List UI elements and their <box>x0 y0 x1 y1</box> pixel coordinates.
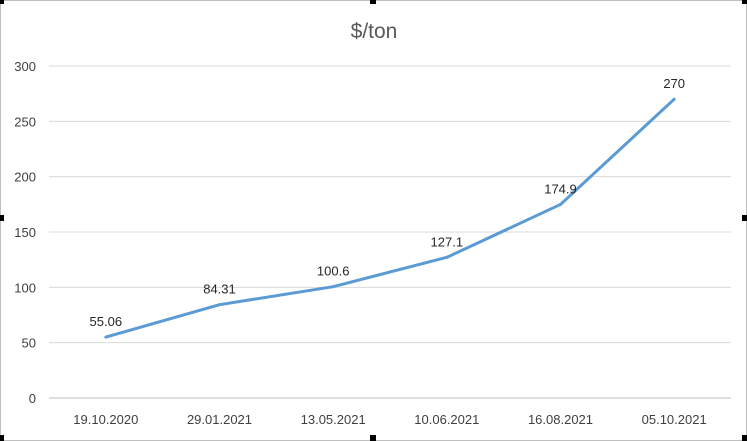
data-label: 55.06 <box>90 314 123 329</box>
chart-title: $/ton <box>351 20 398 43</box>
resize-handle-top-left[interactable] <box>0 0 4 4</box>
data-label: 100.6 <box>317 264 350 279</box>
series-line <box>105 98 676 339</box>
x-tick-label: 29.01.2021 <box>187 412 252 427</box>
resize-handle-top-middle[interactable] <box>370 0 376 4</box>
x-tick-label: 05.10.2021 <box>642 412 707 427</box>
resize-handle-middle-right[interactable] <box>742 215 747 221</box>
y-tick-label: 250 <box>14 114 36 129</box>
resize-handle-bottom-right[interactable] <box>742 435 747 441</box>
data-point <box>672 97 676 101</box>
data-point <box>445 255 449 259</box>
x-tick-label: 19.10.2020 <box>73 412 138 427</box>
data-point <box>218 303 221 307</box>
x-tick-label: 16.08.2021 <box>528 412 593 427</box>
data-point <box>104 335 108 339</box>
y-tick-label: 200 <box>14 170 36 185</box>
y-tick-label: 0 <box>29 391 36 406</box>
y-tick-label: 150 <box>14 225 36 240</box>
data-point <box>331 285 335 289</box>
resize-handle-middle-left[interactable] <box>0 215 4 221</box>
x-tick-label: 13.05.2021 <box>301 412 366 427</box>
resize-handle-bottom-left[interactable] <box>0 435 4 441</box>
resize-handle-top-right[interactable] <box>742 0 747 4</box>
data-label: 127.1 <box>431 234 464 249</box>
y-tick-label: 50 <box>22 336 36 351</box>
data-point <box>559 202 562 206</box>
data-label: 84.31 <box>203 282 236 297</box>
resize-handle-bottom-middle[interactable] <box>370 435 376 441</box>
y-tick-label: 300 <box>14 59 36 74</box>
y-tick-label: 100 <box>14 280 36 295</box>
x-tick-label: 10.06.2021 <box>414 412 479 427</box>
data-label: 174.9 <box>544 181 577 196</box>
data-label: 270 <box>663 76 685 91</box>
